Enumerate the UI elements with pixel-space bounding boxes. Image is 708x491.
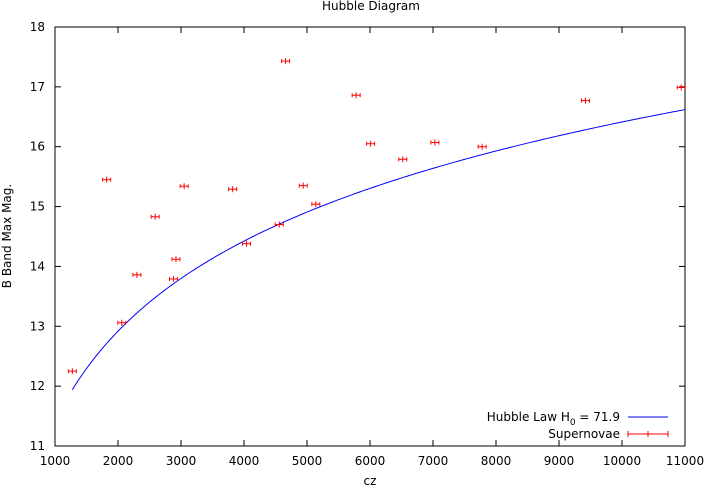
data-point xyxy=(117,319,127,326)
x-tick-label: 9000 xyxy=(544,454,575,468)
legend: Hubble Law H0 = 71.9 Supernovae xyxy=(487,410,669,441)
data-points xyxy=(67,58,686,375)
data-point xyxy=(150,213,160,220)
x-tick-label: 4000 xyxy=(229,454,260,468)
x-axis-label: cz xyxy=(364,474,377,487)
axis-ticks: 1000 2000 3000 4000 5000 6000 7000 8000 9000 1000… xyxy=(30,20,704,468)
data-point xyxy=(179,183,189,190)
data-point xyxy=(168,275,178,282)
data-point xyxy=(281,58,291,65)
data-point xyxy=(298,182,308,189)
y-tick-label: 16 xyxy=(30,140,45,154)
data-point xyxy=(274,221,284,228)
y-tick-label: 12 xyxy=(30,379,45,393)
data-point xyxy=(242,240,252,247)
x-tick-label: 2000 xyxy=(103,454,134,468)
x-tick-label: 7000 xyxy=(418,454,449,468)
x-tick-label: 11000 xyxy=(666,454,704,468)
data-point xyxy=(132,271,142,278)
y-tick-label: 18 xyxy=(30,20,45,34)
chart-title: Hubble Diagram xyxy=(322,0,420,13)
y-axis-label: B Band Max Mag. xyxy=(0,184,14,288)
legend-points-label: Supernovae xyxy=(548,427,620,441)
data-point xyxy=(366,140,376,147)
x-tick-label: 3000 xyxy=(166,454,197,468)
x-tick-label: 5000 xyxy=(292,454,323,468)
data-point xyxy=(311,201,321,208)
data-point xyxy=(171,256,181,263)
data-point xyxy=(477,143,487,150)
y-tick-label: 13 xyxy=(30,319,45,333)
legend-points-swatch xyxy=(627,431,669,437)
data-point xyxy=(67,368,77,375)
x-tick-label: 10000 xyxy=(603,454,641,468)
y-tick-label: 11 xyxy=(30,439,45,453)
y-tick-label: 14 xyxy=(30,259,45,273)
x-tick-label: 8000 xyxy=(481,454,512,468)
fit-curve-group xyxy=(71,109,686,390)
y-tick-label: 17 xyxy=(30,80,45,94)
data-point xyxy=(580,97,590,104)
fit-curve xyxy=(71,109,686,390)
data-point xyxy=(430,139,440,146)
data-point xyxy=(398,156,408,163)
y-tick-label: 15 xyxy=(30,200,45,214)
x-tick-label: 1000 xyxy=(40,454,71,468)
plot-frame xyxy=(54,26,686,447)
data-point xyxy=(102,176,112,183)
legend-fit-label: Hubble Law H0 = 71.9 xyxy=(487,410,620,428)
data-point xyxy=(676,84,686,91)
data-point xyxy=(351,92,361,99)
x-tick-label: 6000 xyxy=(355,454,386,468)
data-point xyxy=(228,186,238,193)
